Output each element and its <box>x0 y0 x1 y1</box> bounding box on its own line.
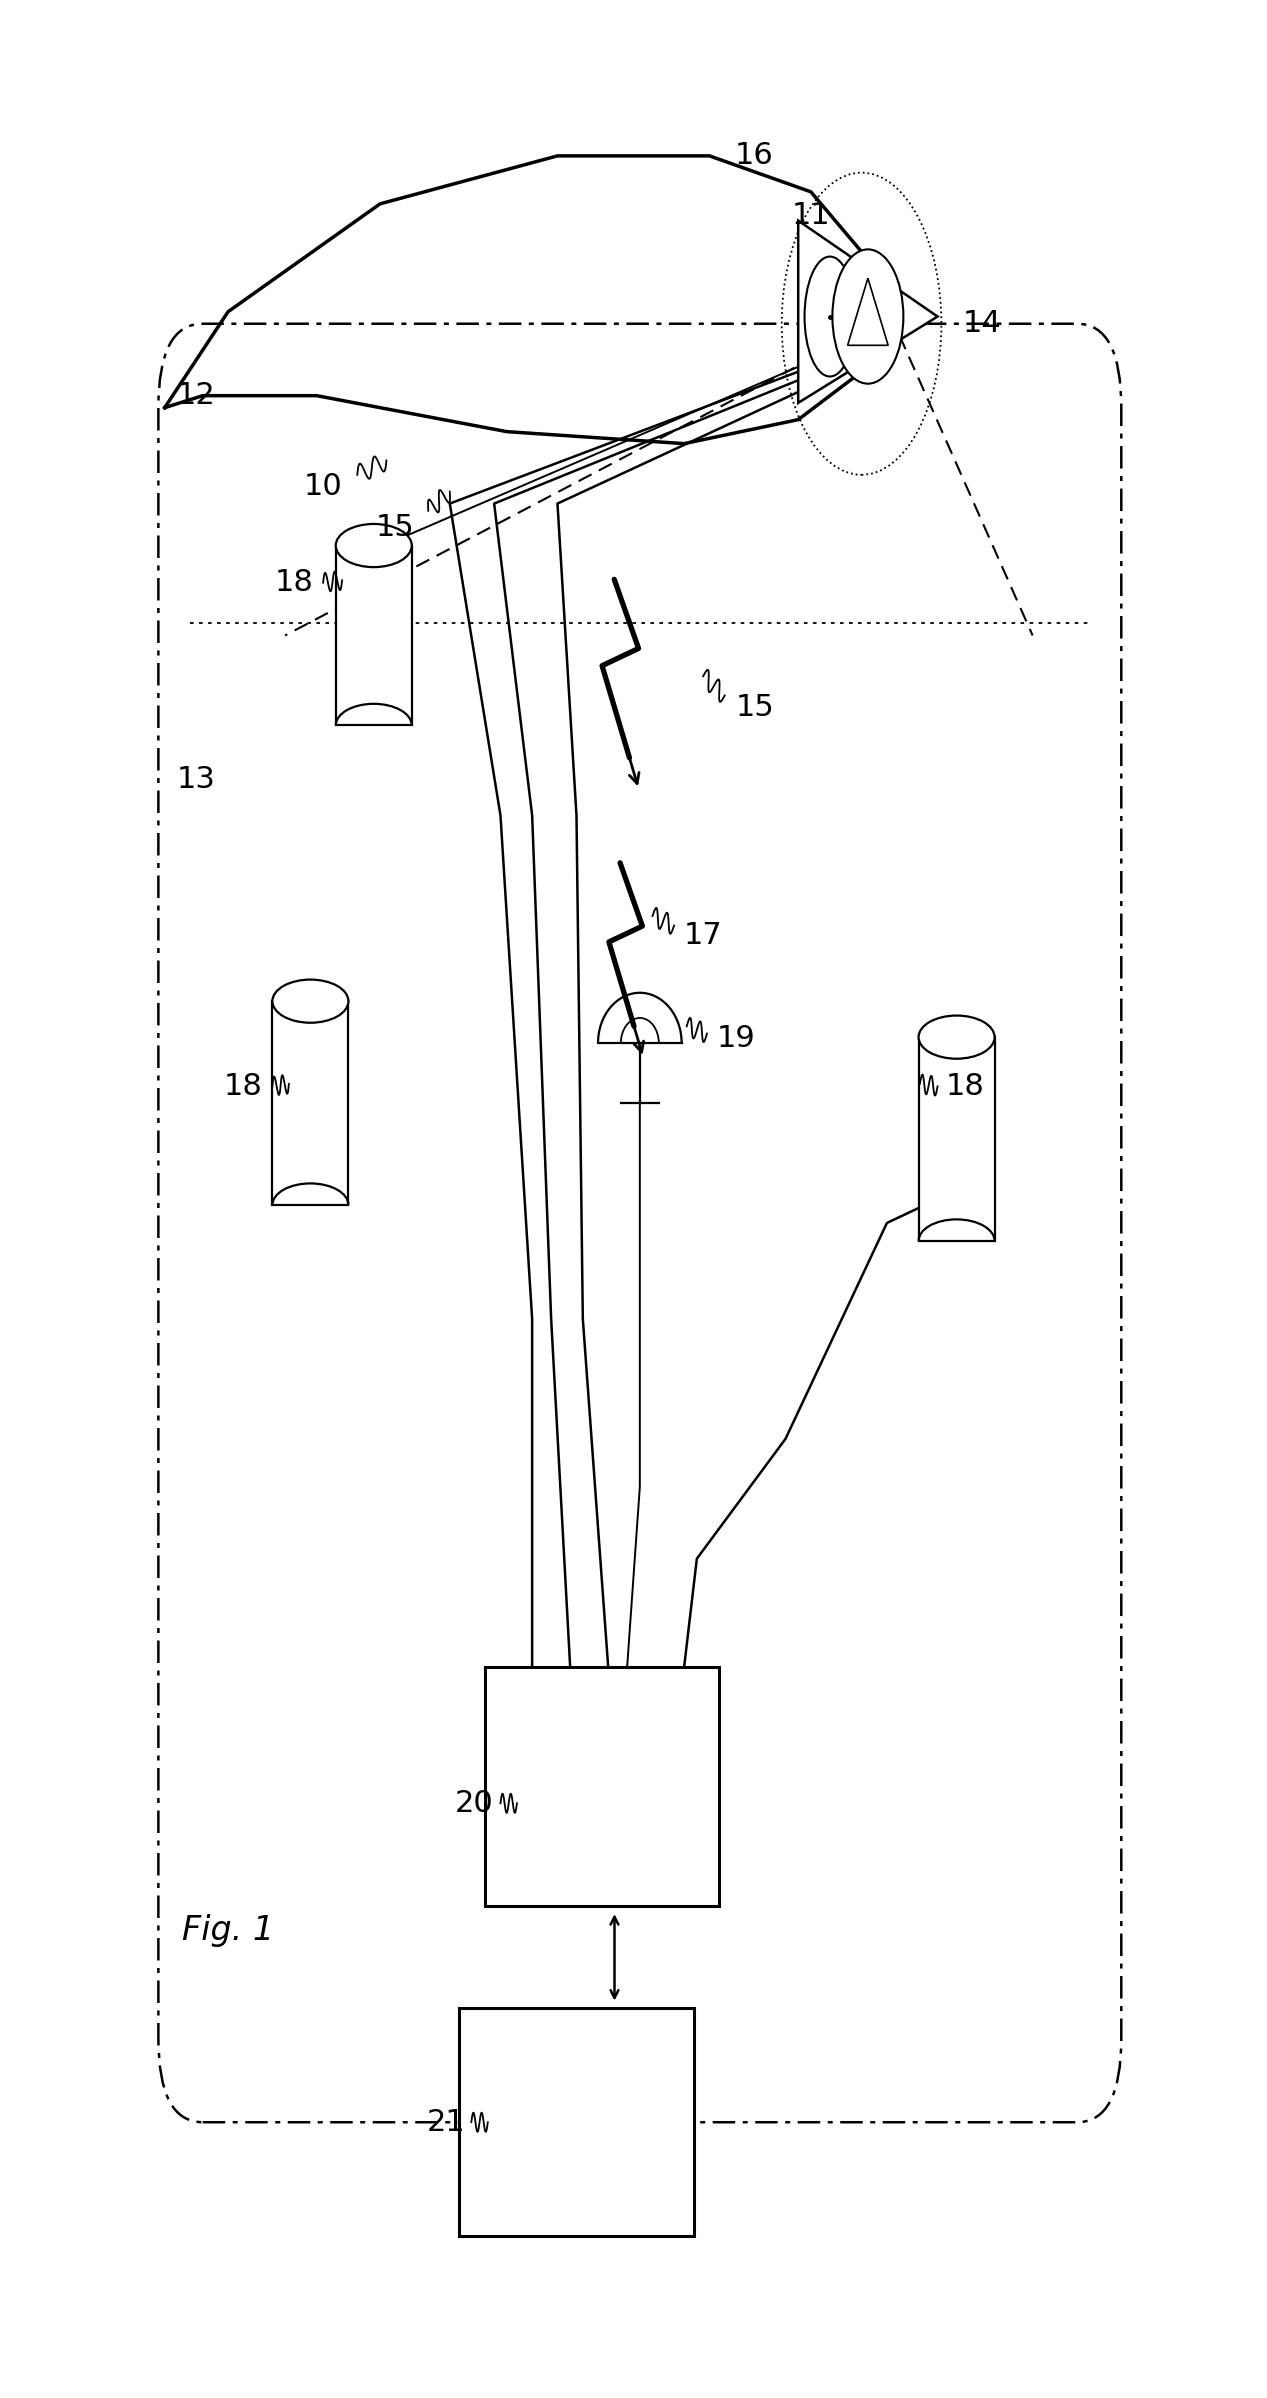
Text: 16: 16 <box>735 141 773 170</box>
Polygon shape <box>848 278 888 345</box>
Text: 15: 15 <box>376 513 414 542</box>
Text: 14: 14 <box>963 309 1001 338</box>
Text: 10: 10 <box>304 472 342 501</box>
Polygon shape <box>919 1038 995 1242</box>
Text: 12: 12 <box>177 381 215 410</box>
Polygon shape <box>336 547 412 727</box>
Ellipse shape <box>272 981 348 1024</box>
Text: 21: 21 <box>427 2108 465 2137</box>
Polygon shape <box>798 221 938 403</box>
Text: 18: 18 <box>224 1072 262 1101</box>
Text: Fig. 1: Fig. 1 <box>182 1914 274 1947</box>
Text: 17: 17 <box>684 921 722 950</box>
Circle shape <box>832 249 903 384</box>
Text: 15: 15 <box>736 693 774 722</box>
Text: 18: 18 <box>275 568 313 597</box>
Bar <box>484 1667 718 1906</box>
Bar <box>460 2010 694 2235</box>
Text: 11: 11 <box>792 201 830 230</box>
Ellipse shape <box>336 525 412 568</box>
Polygon shape <box>272 1002 348 1206</box>
Text: 18: 18 <box>946 1072 984 1101</box>
Text: 20: 20 <box>455 1789 493 1818</box>
Ellipse shape <box>919 1017 995 1060</box>
Ellipse shape <box>805 257 855 376</box>
Text: 19: 19 <box>717 1024 755 1053</box>
Text: 13: 13 <box>177 765 215 794</box>
